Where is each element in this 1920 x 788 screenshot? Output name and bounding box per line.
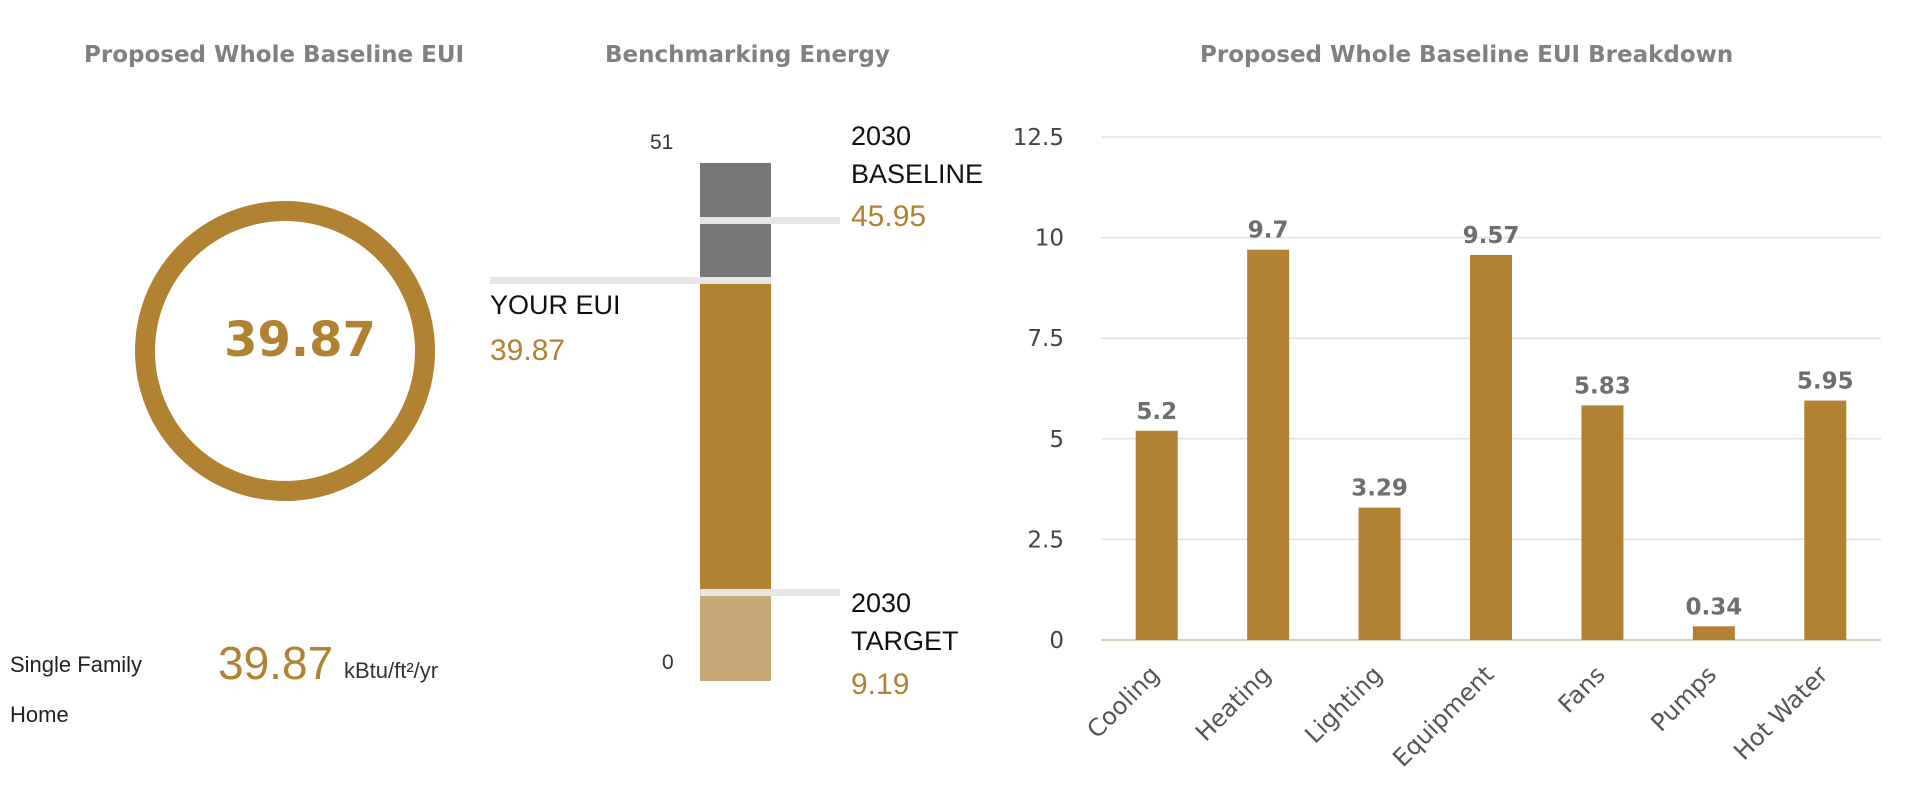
- your-eui-label: YOUR EUI: [490, 290, 621, 320]
- benchmark-segment-target: [700, 589, 771, 681]
- y-tick-label: 2.5: [1027, 527, 1064, 553]
- gauge-title: Proposed Whole Baseline EUI: [84, 42, 465, 68]
- category-label: Fans: [1553, 660, 1611, 718]
- building-type: Single Family Home: [10, 640, 210, 740]
- y-tick-label: 5: [1049, 427, 1064, 453]
- bar-value-label: 5.2: [1136, 399, 1177, 425]
- your-eui-value: 39.87: [490, 334, 566, 367]
- bar: [1247, 249, 1290, 640]
- target-label: 2030 TARGET: [851, 584, 959, 660]
- target-label-line2: TARGET: [851, 626, 959, 656]
- category-label: Pumps: [1645, 660, 1722, 737]
- benchmark-title: Benchmarking Energy: [605, 42, 890, 68]
- baseline-value: 45.95: [851, 200, 927, 233]
- breakdown-title: Proposed Whole Baseline EUI Breakdown: [1200, 42, 1734, 68]
- baseline-label-line2: BASELINE: [851, 159, 984, 189]
- category-label: Cooling: [1082, 660, 1165, 743]
- benchmark-axis-min: 0: [662, 651, 674, 674]
- bar: [1135, 430, 1178, 640]
- your-eui-marker: [490, 277, 771, 284]
- category-label: Equipment: [1387, 660, 1499, 772]
- y-tick-label: 10: [1035, 226, 1064, 252]
- y-tick-label: 7.5: [1027, 326, 1064, 352]
- bar-value-label: 3.29: [1351, 476, 1408, 502]
- bar-value-label: 5.83: [1574, 373, 1631, 399]
- category-label: Heating: [1190, 660, 1276, 746]
- category-label: Lighting: [1299, 660, 1387, 748]
- y-tick-label: 0: [1049, 628, 1064, 654]
- benchmark-segment-your-eui: [700, 281, 771, 589]
- building-type-line2: Home: [10, 702, 69, 727]
- baseline-label-line1: 2030: [851, 121, 912, 151]
- bar-value-label: 9.57: [1463, 223, 1520, 249]
- baseline-marker: [700, 217, 840, 224]
- eui-value: 39.87: [218, 637, 334, 689]
- bar-value-label: 9.7: [1248, 218, 1289, 244]
- benchmark-axis-max: 51: [650, 131, 674, 154]
- gauge-value: 39.87: [224, 312, 376, 368]
- bar-value-label: 0.34: [1685, 594, 1742, 620]
- bar: [1470, 254, 1512, 640]
- bar: [1804, 400, 1847, 640]
- target-value: 9.19: [851, 668, 910, 701]
- breakdown-bar-chart: 0 2.5 5 7.5 10 12.5 5.2 Cooling 9.7 Heating 3.29 Li…: [1013, 125, 1881, 772]
- category-label: Hot Water: [1728, 660, 1833, 765]
- bar: [1692, 626, 1735, 640]
- eui-unit: kBtu/ft²/yr: [344, 658, 439, 683]
- bar-value-label: 5.95: [1797, 369, 1854, 395]
- building-type-line1: Single Family: [10, 652, 143, 677]
- y-tick-label: 12.5: [1013, 125, 1064, 151]
- target-label-line1: 2030: [851, 588, 912, 618]
- bar: [1581, 405, 1624, 640]
- target-marker: [700, 589, 840, 596]
- bar: [1358, 507, 1401, 640]
- baseline-label: 2030 BASELINE: [851, 117, 983, 193]
